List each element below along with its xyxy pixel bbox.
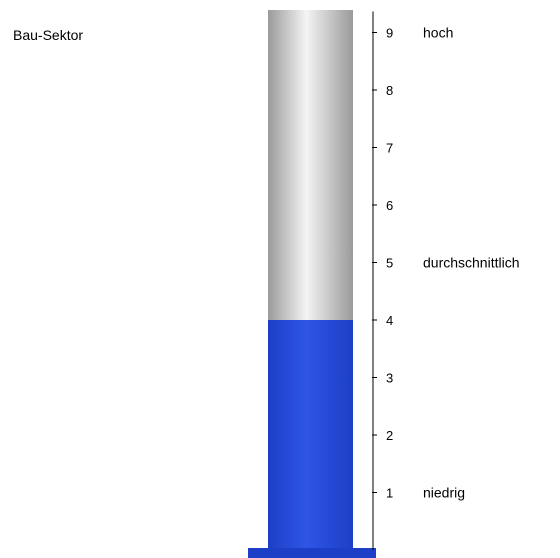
y-tick-label-4: 4 (386, 313, 393, 328)
thermometer-base (248, 548, 376, 558)
y-tick-label-3: 3 (386, 371, 393, 386)
y-tick-label-5: 5 (386, 256, 393, 271)
y-tick-label-9: 9 (386, 26, 393, 41)
level-label-durchschnittlich: durchschnittlich (423, 255, 520, 271)
y-tick-label-8: 8 (386, 83, 393, 98)
y-tick-label-1: 1 (386, 486, 393, 501)
thermometer-fill-bar (268, 320, 353, 548)
y-tick-label-6: 6 (386, 198, 393, 213)
y-tick-label-7: 7 (386, 141, 393, 156)
level-label-niedrig: niedrig (423, 485, 465, 501)
level-label-hoch: hoch (423, 25, 453, 41)
y-tick-label-2: 2 (386, 428, 393, 443)
chart-title: Bau-Sektor (13, 27, 84, 43)
